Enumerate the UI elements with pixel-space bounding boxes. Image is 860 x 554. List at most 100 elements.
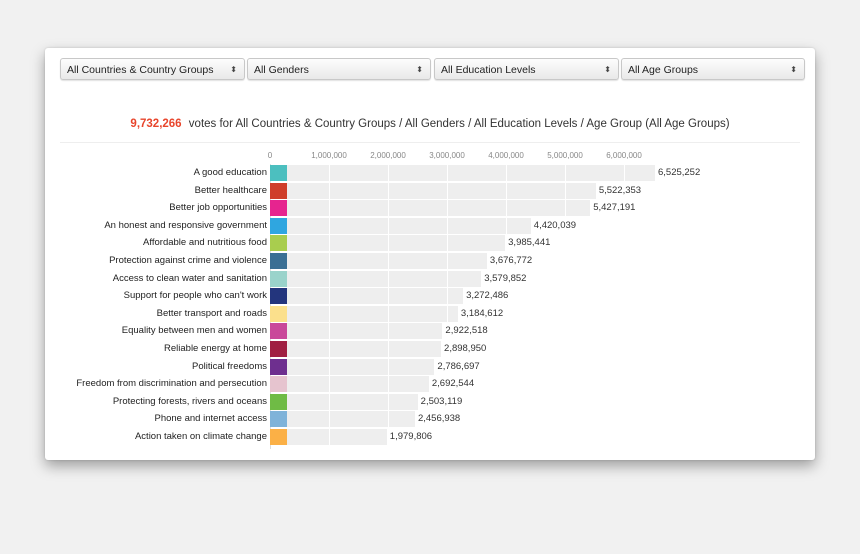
bar[interactable] bbox=[270, 165, 655, 181]
bar-row[interactable]: Better healthcare 5,522,353 bbox=[45, 182, 815, 199]
gridline bbox=[329, 235, 330, 252]
gridline bbox=[388, 165, 389, 181]
gridline bbox=[388, 200, 389, 217]
bar-row[interactable]: Affordable and nutritious food 3,985,441 bbox=[45, 235, 815, 252]
gridline bbox=[329, 217, 330, 234]
bar[interactable] bbox=[270, 253, 487, 269]
vote-summary: 9,732,266 votes for All Countries & Coun… bbox=[45, 118, 815, 130]
gridline bbox=[388, 323, 389, 340]
bar-value: 3,579,852 bbox=[484, 272, 527, 284]
bar[interactable] bbox=[270, 341, 442, 357]
gridline bbox=[329, 341, 330, 357]
color-swatch bbox=[270, 393, 287, 410]
bar[interactable] bbox=[270, 217, 531, 234]
color-swatch bbox=[270, 235, 287, 252]
bar[interactable] bbox=[270, 200, 591, 217]
gridline bbox=[447, 305, 448, 322]
bar-row[interactable]: An honest and responsive government 4,420… bbox=[45, 217, 815, 234]
bar-value: 3,272,486 bbox=[466, 290, 509, 302]
color-swatch bbox=[270, 182, 287, 199]
bar-row[interactable]: Protection against crime and violence 3,6… bbox=[45, 253, 815, 269]
bar-value: 5,427,191 bbox=[593, 202, 636, 214]
education-select[interactable]: All Education Levels ⬍ bbox=[434, 58, 619, 80]
bar-value: 6,525,252 bbox=[657, 167, 701, 178]
color-swatch bbox=[270, 217, 287, 234]
age-select[interactable]: All Age Groups ⬍ bbox=[621, 58, 805, 80]
education-select-value: All Education Levels bbox=[441, 64, 536, 76]
bar-label: Reliable energy at home bbox=[164, 343, 267, 354]
bar-label: A good education bbox=[193, 167, 267, 178]
x-axis-tick: 3,000,000 bbox=[429, 151, 465, 160]
bar[interactable] bbox=[270, 411, 415, 428]
chart-card: All Countries & Country Groups ⬍ All Gen… bbox=[45, 48, 815, 460]
vote-summary-text: votes for All Countries & Country Groups… bbox=[188, 118, 730, 130]
bar-row[interactable]: Better transport and roads 3,184,612 bbox=[45, 305, 815, 322]
x-axis-tick: 2,000,000 bbox=[370, 151, 406, 160]
gridline bbox=[388, 341, 389, 357]
bar-row[interactable]: Action taken on climate change 1,979,806 bbox=[45, 429, 815, 445]
color-swatch bbox=[270, 165, 287, 181]
bar-label: An honest and responsive government bbox=[104, 219, 267, 231]
bar[interactable] bbox=[270, 429, 387, 445]
country-select-value: All Countries & Country Groups bbox=[67, 64, 214, 76]
bar-row[interactable]: Support for people who can't work 3,272,4… bbox=[45, 288, 815, 305]
gridline bbox=[329, 323, 330, 340]
gridline bbox=[506, 165, 507, 181]
bar-row[interactable]: Better job opportunities 5,427,191 bbox=[45, 200, 815, 217]
gender-select[interactable]: All Genders ⬍ bbox=[247, 58, 431, 80]
bar-value: 2,786,697 bbox=[437, 360, 480, 372]
bar-row[interactable]: Protecting forests, rivers and oceans 2,5… bbox=[45, 393, 815, 410]
bar-value: 2,503,119 bbox=[420, 395, 463, 407]
bar-value: 5,522,353 bbox=[598, 184, 642, 196]
bar-row[interactable]: A good education 6,525,252 bbox=[45, 165, 815, 181]
bar-label: Better healthcare bbox=[194, 184, 267, 196]
x-axis-tick: 1,000,000 bbox=[311, 151, 347, 160]
gridline bbox=[447, 235, 448, 252]
bar[interactable] bbox=[270, 270, 482, 287]
bar[interactable] bbox=[270, 376, 429, 393]
bar-row[interactable]: Political freedoms 2,786,697 bbox=[45, 358, 815, 375]
bar-row[interactable]: Freedom from discrimination and persecut… bbox=[45, 376, 815, 393]
gridline bbox=[388, 288, 389, 305]
gridline bbox=[565, 182, 566, 199]
divider bbox=[60, 142, 800, 143]
gridline bbox=[329, 270, 330, 287]
bar-value: 2,922,518 bbox=[445, 325, 488, 337]
gridline bbox=[624, 165, 625, 181]
gridline bbox=[329, 358, 330, 375]
x-axis-tick: 6,000,000 bbox=[606, 151, 642, 160]
gridline bbox=[388, 217, 389, 234]
color-swatch bbox=[270, 376, 287, 393]
gridline bbox=[388, 270, 389, 287]
age-select-value: All Age Groups bbox=[628, 64, 699, 76]
gridline bbox=[447, 253, 448, 269]
bar[interactable] bbox=[270, 393, 418, 410]
gridline bbox=[329, 200, 330, 217]
bar-value: 3,184,612 bbox=[460, 307, 504, 319]
gridline bbox=[447, 270, 448, 287]
gridline bbox=[388, 358, 389, 375]
bar[interactable] bbox=[270, 305, 458, 322]
country-select[interactable]: All Countries & Country Groups ⬍ bbox=[60, 58, 245, 80]
bar-label: Action taken on climate change bbox=[134, 431, 267, 442]
bar-value: 2,692,544 bbox=[431, 378, 475, 390]
gridline bbox=[565, 165, 566, 181]
bar-row[interactable]: Equality between men and women 2,922,518 bbox=[45, 323, 815, 340]
color-swatch bbox=[270, 341, 287, 357]
bar-row[interactable]: Reliable energy at home 2,898,950 bbox=[45, 341, 815, 357]
bar-label: Better transport and roads bbox=[156, 307, 267, 319]
bar[interactable] bbox=[270, 182, 596, 199]
bar-row[interactable]: Phone and internet access 2,456,938 bbox=[45, 411, 815, 428]
gridline bbox=[329, 182, 330, 199]
gridline bbox=[329, 411, 330, 428]
color-swatch bbox=[270, 411, 287, 428]
bar[interactable] bbox=[270, 235, 506, 252]
bar[interactable] bbox=[270, 358, 435, 375]
bar[interactable] bbox=[270, 288, 464, 305]
bar-label: Access to clean water and sanitation bbox=[112, 272, 267, 284]
color-swatch bbox=[270, 323, 287, 340]
bar-label: Protection against crime and violence bbox=[109, 255, 267, 266]
bar-row[interactable]: Access to clean water and sanitation 3,57… bbox=[45, 270, 815, 287]
bar[interactable] bbox=[270, 323, 443, 340]
select-arrow-icon: ⬍ bbox=[230, 65, 237, 74]
